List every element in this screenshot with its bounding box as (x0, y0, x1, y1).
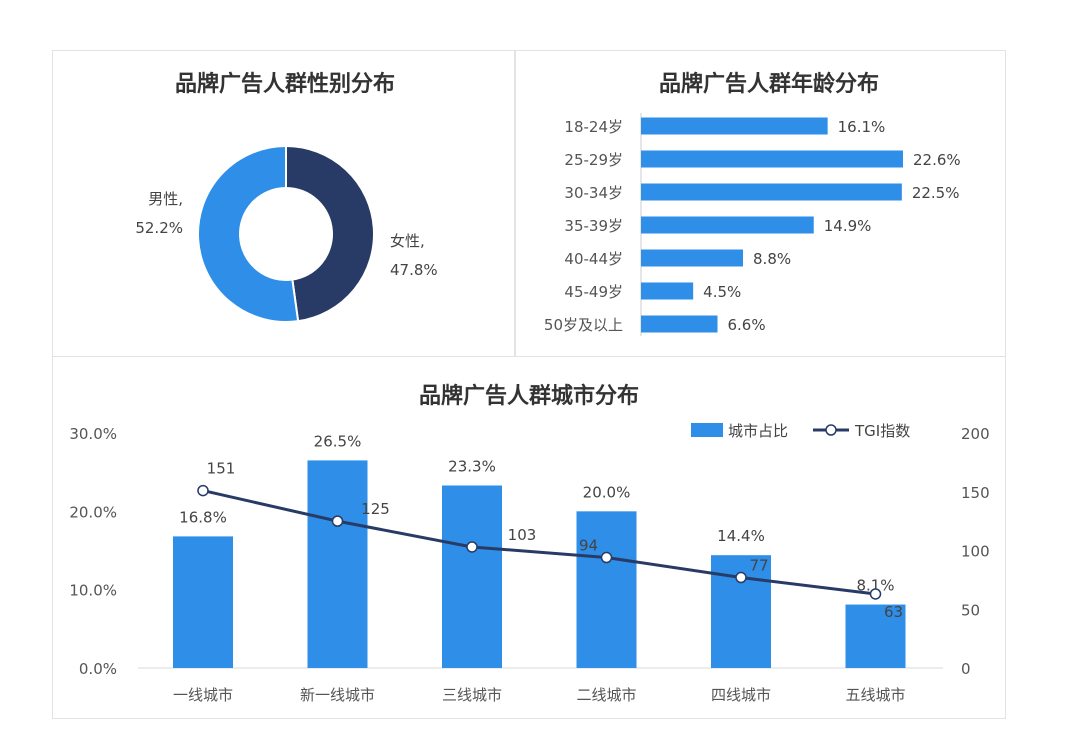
tgi-line (202, 489, 876, 596)
age-data-label: 14.9% (824, 217, 872, 235)
age-category-label: 25-29岁 (564, 151, 623, 169)
x-tick-label: 新一线城市 (300, 686, 375, 704)
y-right-tick-label: 100 (961, 543, 990, 561)
city-bar-label: 23.3% (448, 457, 496, 475)
age-chart-title: 品牌广告人群年龄分布 (659, 71, 879, 97)
tgi-point (197, 484, 209, 497)
legend-bar-label: 城市占比 (728, 422, 788, 440)
x-tick-label: 二线城市 (576, 686, 636, 704)
pie-slice-label-1: 47.8% (390, 261, 438, 279)
gender-chart-panel: 品牌广告人群性别分布女性, 47.8% 男性, 52.2% (52, 50, 515, 357)
x-tick-label: 四线城市 (711, 686, 771, 704)
tgi-point (735, 571, 747, 584)
age-chart-panel: 品牌广告人群年龄分布 18-24岁 16.1% 25-29岁 22.6% 30-34岁 22… (515, 50, 1006, 357)
age-category-label: 45-49岁 (564, 283, 623, 301)
age-data-label: 22.5% (912, 184, 960, 202)
age-category-label: 18-24岁 (564, 118, 623, 136)
city-bar-label: 26.5% (314, 432, 362, 450)
age-bar (641, 216, 814, 234)
y-left-tick-label: 10.0% (69, 582, 117, 600)
age-category-label: 40-44岁 (564, 250, 623, 268)
x-tick-label: 三线城市 (442, 686, 502, 704)
y-left-tick-label: 30.0% (69, 425, 117, 443)
tgi-point (466, 541, 478, 553)
age-bar (641, 150, 903, 168)
legend-bar-swatch (691, 423, 723, 437)
age-bar (641, 117, 828, 135)
legend-line-label: TGI指数 (854, 422, 910, 440)
age-data-label: 4.5% (703, 283, 741, 301)
city-bar-label: 14.4% (717, 527, 765, 545)
city-bar (576, 511, 637, 668)
city-chart-panel: 品牌广告人群城市分布 0.0% 10.0% 20.0% 30.0% 0 50 100 150 20… (52, 356, 1006, 719)
tgi-point (331, 515, 344, 527)
city-chart-title: 品牌广告人群城市分布 (419, 383, 639, 409)
y-right-tick-label: 150 (961, 484, 990, 502)
tgi-data-label: 94 (579, 537, 598, 555)
city-bar-label: 16.8% (179, 508, 227, 526)
tgi-data-label: 103 (508, 526, 537, 544)
age-bar (641, 249, 744, 267)
age-data-label: 16.1% (838, 118, 886, 136)
y-left-tick-label: 20.0% (69, 503, 117, 521)
age-bar (641, 315, 718, 333)
gender-chart-title: 品牌广告人群性别分布 (175, 71, 395, 97)
legend-line-marker (825, 424, 837, 436)
age-data-label: 8.8% (753, 250, 791, 268)
tgi-point (600, 551, 613, 564)
city-chart: 品牌广告人群城市分布 0.0% 10.0% 20.0% 30.0% 0 50 100 150 20… (69, 383, 990, 704)
tgi-data-label: 125 (361, 500, 390, 518)
x-tick-label: 五线城市 (845, 686, 905, 704)
age-bar (641, 282, 694, 300)
tgi-data-label: 63 (884, 603, 903, 621)
pie-slice-name-2: 男性, (148, 190, 183, 208)
tgi-data-label: 77 (749, 557, 768, 575)
tgi-data-label: 151 (207, 460, 236, 478)
pie-slice-1 (285, 144, 375, 323)
city-bar (307, 460, 368, 668)
age-chart: 品牌广告人群年龄分布 18-24岁 16.1% 25-29岁 22.6% 30-34岁 22… (544, 71, 961, 336)
age-category-label: 30-34岁 (564, 184, 623, 202)
age-data-label: 6.6% (728, 316, 766, 334)
age-category-label: 35-39岁 (564, 217, 623, 235)
city-bar-label: 20.0% (583, 483, 631, 501)
y-right-tick-label: 50 (961, 601, 980, 619)
pie-slice-name-1: 女性, (390, 232, 425, 250)
tgi-point (869, 588, 882, 600)
y-right-tick-label: 200 (961, 425, 990, 443)
x-tick-label: 一线城市 (173, 686, 233, 704)
y-left-tick-label: 0.0% (79, 660, 117, 678)
age-bar (641, 183, 902, 201)
pie-slice-2 (197, 144, 300, 323)
y-right-tick-label: 0 (961, 660, 971, 678)
age-data-label: 22.6% (913, 151, 961, 169)
city-bar (173, 536, 233, 668)
age-category-label: 50岁及以上 (544, 316, 623, 334)
city-bar-label: 8.1% (856, 577, 894, 595)
city-bar (442, 485, 502, 668)
city-bar (845, 604, 906, 668)
pie-slice-label-2: 52.2% (135, 219, 183, 237)
